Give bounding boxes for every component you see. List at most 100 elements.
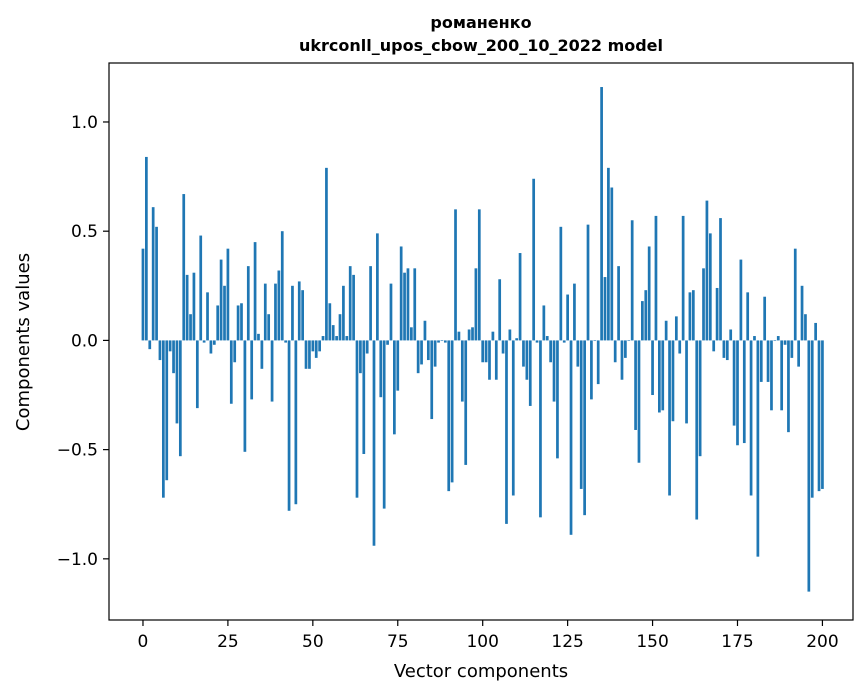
bar-99 [477, 209, 481, 341]
bar-91 [450, 340, 454, 483]
bar-98 [474, 268, 478, 341]
bar-186 [773, 340, 777, 342]
bar-10 [175, 340, 179, 424]
bar-101 [484, 340, 488, 363]
bar-20 [209, 340, 213, 354]
bar-44 [291, 285, 294, 341]
bar-167 [708, 233, 712, 341]
bar-163 [695, 340, 699, 520]
bar-72 [386, 340, 389, 345]
bar-185 [770, 340, 773, 411]
bar-137 [607, 167, 610, 341]
bar-42 [284, 340, 288, 343]
bar-69 [376, 233, 379, 341]
bar-157 [674, 316, 678, 341]
x-tick-label: 100 [466, 632, 498, 652]
bar-25 [226, 248, 230, 341]
x-axis-label: Vector components [394, 661, 568, 682]
bar-24 [223, 285, 226, 341]
x-tick-label: 200 [806, 632, 838, 652]
bar-82 [420, 340, 423, 365]
bar-41 [280, 231, 284, 341]
bar-135 [600, 87, 603, 341]
bar-124 [562, 340, 566, 343]
bar-30 [243, 340, 247, 452]
bar-93 [457, 331, 461, 341]
bar-77 [403, 272, 406, 341]
bar-40 [277, 270, 281, 341]
bar-107 [505, 340, 508, 524]
bar-123 [559, 226, 563, 341]
bar-6 [162, 340, 165, 498]
bar-148 [644, 290, 648, 341]
bar-90 [447, 340, 451, 492]
bar-45 [294, 340, 298, 505]
bar-108 [508, 329, 512, 341]
bar-166 [705, 200, 709, 341]
bar-122 [556, 340, 559, 459]
bar-94 [460, 340, 464, 402]
bar-21 [212, 340, 216, 345]
bar-118 [542, 305, 546, 341]
bar-189 [783, 340, 787, 345]
bar-181 [756, 340, 760, 557]
bar-153 [661, 340, 665, 411]
bar-59 [342, 285, 345, 341]
bar-14 [189, 314, 192, 341]
bar-182 [759, 340, 763, 382]
bar-56 [331, 325, 335, 341]
bar-158 [678, 340, 682, 354]
bar-73 [389, 283, 393, 341]
bar-155 [668, 340, 671, 496]
bar-57 [335, 336, 338, 341]
bar-105 [498, 279, 502, 341]
bar-2 [148, 340, 152, 350]
bar-159 [681, 215, 685, 341]
y-axis-label: Components values [13, 253, 34, 431]
bar-125 [566, 294, 569, 341]
bar-50 [311, 340, 315, 352]
bar-172 [725, 340, 729, 361]
bar-133 [593, 340, 597, 342]
bar-92 [454, 209, 457, 341]
bar-112 [522, 340, 525, 367]
bar-63 [355, 340, 359, 498]
bar-39 [274, 283, 277, 341]
bar-149 [647, 246, 651, 341]
bar-115 [532, 178, 536, 341]
y-tick-label: 0.0 [71, 331, 98, 351]
bar-70 [379, 340, 383, 398]
bar-29 [240, 303, 243, 341]
bar-61 [348, 266, 352, 341]
chart-title: романенко [430, 13, 531, 32]
bar-79 [410, 327, 413, 341]
bar-33 [253, 242, 257, 341]
bar-47 [301, 290, 304, 341]
bar-8 [168, 340, 172, 352]
bar-83 [423, 320, 427, 341]
bar-49 [308, 340, 311, 369]
bar-22 [216, 305, 220, 341]
bar-54 [325, 167, 328, 341]
bar-193 [797, 340, 800, 367]
bar-179 [749, 340, 753, 496]
bar-195 [804, 314, 807, 341]
bar-198 [814, 322, 817, 341]
bar-110 [515, 338, 519, 341]
bar-176 [739, 259, 743, 341]
bar-168 [712, 340, 716, 352]
bar-85 [430, 340, 434, 420]
bar-76 [399, 246, 403, 341]
bar-31 [246, 266, 250, 341]
x-tick-label: 175 [721, 632, 753, 652]
bar-9 [172, 340, 175, 374]
bar-144 [630, 220, 634, 341]
bar-100 [481, 340, 485, 363]
bar-58 [338, 314, 342, 341]
bar-23 [219, 259, 223, 341]
y-tick-label: 0.5 [71, 222, 98, 242]
bar-71 [382, 340, 386, 509]
bar-80 [413, 268, 417, 341]
bar-171 [722, 340, 726, 358]
bar-37 [267, 314, 271, 341]
